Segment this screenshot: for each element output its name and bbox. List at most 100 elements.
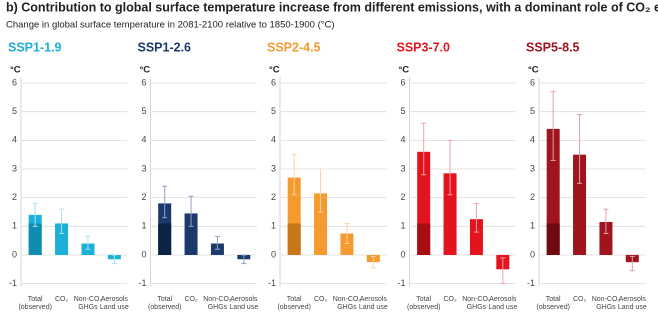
y-tick-label: 6 bbox=[271, 77, 276, 87]
y-tick-label: 1 bbox=[400, 221, 405, 231]
y-tick-label: 3 bbox=[141, 163, 146, 173]
y-unit: °C bbox=[10, 65, 21, 76]
bar bbox=[443, 173, 457, 255]
x-tick-label: GHGs bbox=[337, 304, 357, 311]
y-tick-label: 0 bbox=[400, 249, 405, 259]
y-tick-label: 2 bbox=[530, 192, 535, 202]
bar bbox=[314, 193, 328, 255]
x-tick-label: CO₂ bbox=[184, 296, 198, 303]
x-tick-label: Total bbox=[546, 296, 561, 303]
x-tick-label: CO₂ bbox=[443, 296, 457, 303]
y-tick-label: 6 bbox=[400, 77, 405, 87]
y-tick-label: -1 bbox=[268, 278, 276, 288]
x-tick-label: CO₂ bbox=[55, 296, 69, 303]
bar bbox=[340, 233, 354, 255]
y-tick-label: 5 bbox=[400, 106, 405, 116]
y-tick-label: 4 bbox=[271, 135, 276, 145]
panel-title: SSP5-8.5 bbox=[526, 40, 580, 54]
x-tick-label: Non-CO₂ bbox=[203, 296, 232, 303]
y-tick-label: 3 bbox=[12, 163, 17, 173]
y-tick-label: 1 bbox=[141, 221, 146, 231]
y-tick-label: 6 bbox=[530, 77, 535, 87]
x-tick-label: Land use bbox=[488, 304, 517, 311]
y-tick-label: 1 bbox=[530, 221, 535, 231]
observed-bar bbox=[546, 223, 560, 255]
y-tick-label: 3 bbox=[271, 163, 276, 173]
x-tick-label: (observed) bbox=[536, 304, 569, 311]
x-tick-label: Total bbox=[157, 296, 172, 303]
y-tick-label: 2 bbox=[12, 192, 17, 202]
x-tick-label: CO₂ bbox=[314, 296, 328, 303]
x-tick-label: CO₂ bbox=[573, 296, 587, 303]
y-unit: °C bbox=[399, 65, 410, 76]
y-unit: °C bbox=[140, 65, 151, 76]
y-tick-label: 5 bbox=[12, 106, 17, 116]
y-tick-label: 3 bbox=[530, 163, 535, 173]
y-tick-label: 3 bbox=[400, 163, 405, 173]
y-tick-label: 4 bbox=[141, 135, 146, 145]
y-tick-label: -1 bbox=[527, 278, 535, 288]
x-tick-label: Total bbox=[28, 296, 43, 303]
x-tick-label: (observed) bbox=[148, 304, 181, 311]
y-tick-label: 0 bbox=[530, 249, 535, 259]
x-tick-label: GHGs bbox=[208, 304, 228, 311]
y-tick-label: 5 bbox=[141, 106, 146, 116]
y-tick-label: 6 bbox=[141, 77, 146, 87]
y-unit: °C bbox=[269, 65, 280, 76]
x-tick-label: (observed) bbox=[277, 304, 310, 311]
y-tick-label: -1 bbox=[397, 278, 405, 288]
x-tick-label: (observed) bbox=[18, 304, 51, 311]
y-tick-label: 0 bbox=[141, 249, 146, 259]
x-tick-label: GHGs bbox=[596, 304, 616, 311]
y-tick-label: 2 bbox=[400, 192, 405, 202]
y-tick-label: 6 bbox=[12, 77, 17, 87]
bar bbox=[599, 222, 613, 255]
x-tick-label: Non-CO₂ bbox=[74, 296, 103, 303]
x-tick-label: Land use bbox=[618, 304, 647, 311]
x-tick-label: Land use bbox=[100, 304, 129, 311]
bar bbox=[55, 223, 69, 255]
y-tick-label: 0 bbox=[12, 249, 17, 259]
figure-title: b) Contribution to global surface temper… bbox=[6, 0, 658, 14]
bar bbox=[469, 219, 483, 255]
panel-title: SSP3-7.0 bbox=[397, 40, 451, 54]
y-tick-label: -1 bbox=[138, 278, 146, 288]
x-tick-label: Aerosols bbox=[489, 296, 517, 303]
x-tick-label: Total bbox=[287, 296, 302, 303]
x-tick-label: Aerosols bbox=[230, 296, 258, 303]
x-tick-label: Land use bbox=[359, 304, 388, 311]
x-tick-label: Aerosols bbox=[101, 296, 129, 303]
x-tick-label: GHGs bbox=[467, 304, 487, 311]
y-tick-label: 1 bbox=[271, 221, 276, 231]
x-tick-label: Land use bbox=[229, 304, 258, 311]
panel-title: SSP1-2.6 bbox=[138, 40, 192, 54]
y-tick-label: 5 bbox=[271, 106, 276, 116]
x-tick-label: Non-CO₂ bbox=[592, 296, 621, 303]
y-tick-label: 4 bbox=[400, 135, 405, 145]
figure-subtitle: Change in global surface temperature in … bbox=[6, 20, 335, 31]
y-tick-label: 2 bbox=[141, 192, 146, 202]
x-tick-label: Aerosols bbox=[619, 296, 647, 303]
bar bbox=[184, 213, 198, 255]
y-unit: °C bbox=[528, 65, 539, 76]
bar bbox=[573, 154, 587, 255]
x-tick-label: (observed) bbox=[407, 304, 440, 311]
observed-bar bbox=[158, 223, 172, 255]
x-tick-label: GHGs bbox=[78, 304, 98, 311]
y-tick-label: -1 bbox=[9, 278, 17, 288]
x-tick-label: Non-CO₂ bbox=[333, 296, 362, 303]
x-tick-label: Aerosols bbox=[360, 296, 388, 303]
y-tick-label: 0 bbox=[271, 249, 276, 259]
y-tick-label: 4 bbox=[12, 135, 17, 145]
observed-bar bbox=[417, 223, 431, 255]
x-tick-label: Total bbox=[416, 296, 431, 303]
y-tick-label: 2 bbox=[271, 192, 276, 202]
panel-title: SSP1-1.9 bbox=[8, 40, 62, 54]
panel-title: SSP2-4.5 bbox=[267, 40, 321, 54]
x-tick-label: Non-CO₂ bbox=[462, 296, 491, 303]
y-tick-label: 5 bbox=[530, 106, 535, 116]
observed-bar bbox=[28, 223, 42, 255]
y-tick-label: 4 bbox=[530, 135, 535, 145]
observed-bar bbox=[287, 223, 301, 255]
y-tick-label: 1 bbox=[12, 221, 17, 231]
